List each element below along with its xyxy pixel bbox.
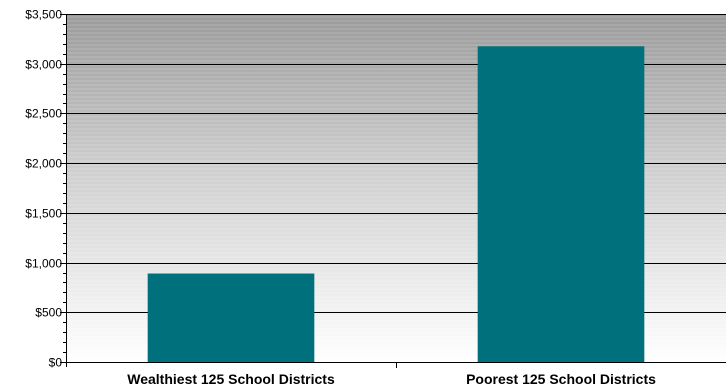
y-tick-label: $500 (35, 306, 62, 320)
bars (147, 46, 645, 363)
y-tick-label: $2,000 (25, 157, 62, 171)
x-category-label: Wealthiest 125 School Districts (127, 371, 335, 387)
y-tick-label: $1,000 (25, 257, 62, 271)
bar (477, 46, 645, 363)
y-tick-label: $3,500 (25, 8, 62, 22)
axes (60, 14, 726, 368)
y-tick-label: $0 (49, 356, 63, 370)
x-category-labels: Wealthiest 125 School Districts Poorest 1… (127, 371, 656, 387)
x-category-label: Poorest 125 School Districts (466, 371, 656, 387)
y-tick-label: $1,500 (25, 207, 62, 221)
bar (147, 273, 315, 362)
y-tick-label: $2,500 (25, 107, 62, 121)
y-tick-labels: $0 $500 $1,000 $1,500 $2,000 $2,500 $3,000 $3,5… (25, 8, 62, 370)
y-tick-label: $3,000 (25, 58, 62, 72)
